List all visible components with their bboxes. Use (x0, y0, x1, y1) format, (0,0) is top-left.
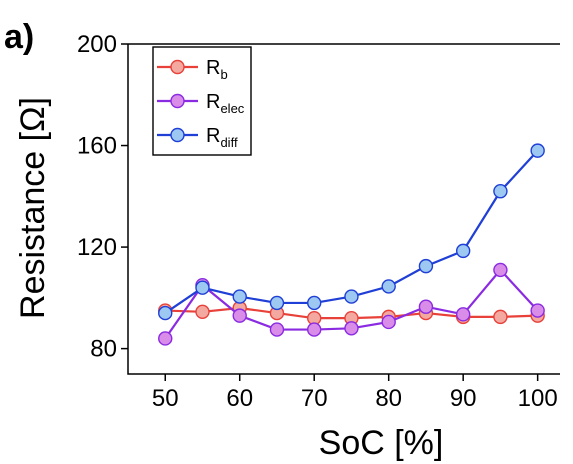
legend-marker-b (170, 59, 185, 75)
y-tick-label: 160 (77, 133, 117, 160)
axis-lines (127, 44, 560, 375)
plot-frame (127, 43, 560, 375)
y-tick-label: 80 (90, 336, 117, 363)
panel-label: a) (4, 18, 34, 56)
legend-marker-elec (170, 93, 185, 109)
data-point-elec (455, 307, 471, 322)
data-point-elec (381, 314, 396, 330)
series-layer (158, 143, 545, 346)
data-point-elec (530, 303, 545, 318)
data-point-elec (158, 331, 173, 346)
data-point-diff (418, 258, 434, 274)
series-elec (158, 262, 545, 346)
data-point-diff (381, 279, 396, 294)
data-point-elec (418, 299, 434, 314)
data-point-diff (195, 280, 210, 295)
y-axis: 80 120 160 200 (77, 31, 128, 363)
data-point-b (493, 309, 508, 325)
data-point-diff (269, 295, 285, 311)
data-point-elec (344, 321, 359, 336)
series-diff (158, 143, 545, 321)
x-tick-label: 60 (226, 385, 253, 412)
x-axis: 50 60 70 80 90 100 (152, 374, 558, 412)
x-tick-label: 50 (152, 385, 179, 412)
data-point-diff (493, 184, 508, 199)
data-point-diff (530, 143, 545, 158)
data-point-diff (232, 289, 247, 304)
x-tick-label: 90 (450, 385, 477, 412)
x-tick-label: 70 (301, 385, 328, 412)
series-line-diff (164, 149, 539, 314)
data-point-b (195, 304, 210, 320)
y-tick-label: 200 (77, 31, 117, 58)
x-tick-label: 100 (518, 385, 558, 412)
x-axis-title: SoC [%] (319, 424, 444, 462)
data-point-diff (307, 295, 322, 311)
data-point-elec (232, 308, 247, 323)
y-axis-title: Resistance [Ω] (14, 97, 52, 319)
x-tick-label: 80 (375, 385, 402, 412)
data-point-elec (493, 262, 508, 278)
data-point-elec (269, 322, 285, 337)
data-point-diff (158, 305, 173, 321)
data-point-diff (455, 243, 471, 259)
data-point-elec (307, 322, 322, 337)
y-tick-label: 120 (77, 234, 117, 261)
legend-marker-diff (170, 127, 185, 143)
data-point-diff (344, 289, 359, 304)
